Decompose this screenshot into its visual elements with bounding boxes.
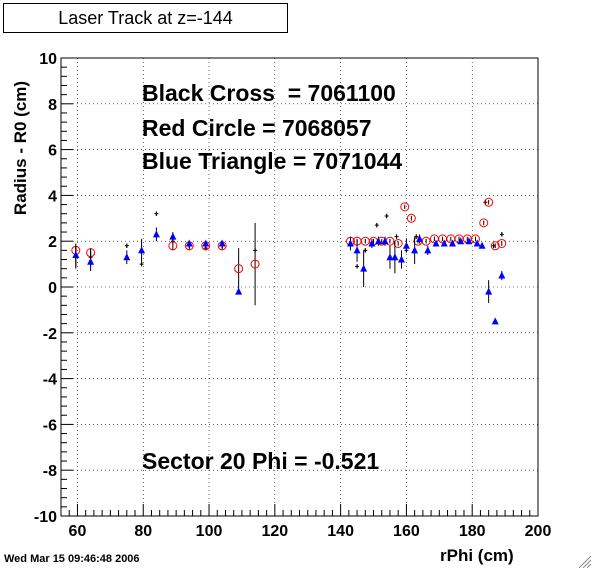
blue-triangle-point xyxy=(386,253,394,261)
y-tick-label: 6 xyxy=(48,143,57,160)
red-circle-point xyxy=(168,241,178,251)
blue-triangle-point xyxy=(152,230,160,238)
x-tick-label: 160 xyxy=(393,523,420,540)
blue-triangle-point xyxy=(465,237,473,245)
y-axis-label: Radius - R0 (cm) xyxy=(11,80,30,216)
chart-title: Laser Track at z=-144 xyxy=(58,7,233,28)
black-cross-point xyxy=(355,264,360,269)
blue-triangle-point xyxy=(235,287,243,295)
blue-triangle-point xyxy=(440,239,448,247)
chart-title-box: Laser Track at z=-144 xyxy=(3,3,288,33)
blue-triangle-point xyxy=(424,246,432,254)
blue-triangle-point xyxy=(381,237,389,245)
black-cross-point xyxy=(124,243,129,248)
y-tick-label: 0 xyxy=(48,280,57,297)
blue-triangle-point xyxy=(72,250,80,258)
x-tick-label: 200 xyxy=(525,523,552,540)
sector-phi-annotation: Sector 20 Phi = -0.521 xyxy=(142,448,380,474)
blue-triangle-point xyxy=(360,264,368,272)
blue-triangle-point xyxy=(397,255,405,263)
blue-triangle-point xyxy=(498,271,506,279)
red-circle-point xyxy=(406,213,416,223)
blue-triangle-point xyxy=(485,287,493,295)
blue-triangle-point xyxy=(185,239,193,247)
y-tick-label: 10 xyxy=(39,51,57,68)
y-tick-label: -2 xyxy=(43,326,57,343)
x-tick-label: 120 xyxy=(261,523,288,540)
blue-triangle-point xyxy=(448,239,456,247)
blue-triangle-point xyxy=(391,253,399,261)
blue-triangle-point xyxy=(353,246,361,254)
blue-triangle-point xyxy=(402,241,410,249)
blue-triangle-point xyxy=(473,239,481,247)
red-circle-point xyxy=(490,241,500,251)
red-circle-point xyxy=(479,218,489,228)
red-circle-point xyxy=(393,238,403,248)
black-cross-point xyxy=(483,200,488,205)
blue-triangle-point xyxy=(123,253,131,261)
blue-triangle-point xyxy=(202,239,210,247)
blue-triangle-annotation: Blue Triangle = 7071044 xyxy=(142,148,403,174)
blue-triangle-point xyxy=(346,239,354,247)
blue-triangle-point xyxy=(411,246,419,254)
x-tick-label: 80 xyxy=(134,523,152,540)
blue-triangle-point xyxy=(457,237,465,245)
y-tick-label: 8 xyxy=(48,97,57,114)
blue-triangle-point xyxy=(374,237,382,245)
blue-triangle-point xyxy=(87,257,95,265)
black-cross-point xyxy=(154,211,159,216)
black-cross-point xyxy=(394,234,399,239)
blue-triangle-point xyxy=(416,234,424,242)
resize-grip-icon[interactable] xyxy=(579,556,591,568)
x-tick-label: 140 xyxy=(327,523,354,540)
black-cross-point xyxy=(374,223,379,228)
y-tick-label: -6 xyxy=(43,417,57,434)
blue-triangle-point xyxy=(491,317,499,325)
red-circle-point xyxy=(234,264,244,274)
black-cross-point xyxy=(499,232,504,237)
x-tick-label: 180 xyxy=(459,523,486,540)
y-tick-label: 2 xyxy=(48,234,57,251)
y-tick-label: -4 xyxy=(43,372,57,389)
timestamp: Wed Mar 15 09:46:48 2006 xyxy=(4,553,140,565)
y-tick-label: 4 xyxy=(48,188,57,205)
black-cross-annotation: Black Cross = 7061100 xyxy=(142,80,396,106)
y-tick-label: -8 xyxy=(43,463,57,480)
x-tick-label: 100 xyxy=(196,523,223,540)
blue-triangle-point xyxy=(368,239,376,247)
red-circle-point xyxy=(250,259,260,269)
blue-triangle-point xyxy=(218,239,226,247)
x-axis-label: rPhi (cm) xyxy=(440,546,514,565)
x-tick-label: 60 xyxy=(69,523,87,540)
red-circle-point xyxy=(484,197,494,207)
red-circle-annotation: Red Circle = 7068057 xyxy=(142,115,372,141)
blue-triangle-point xyxy=(169,232,177,240)
red-circle-point xyxy=(400,202,410,212)
black-cross-point xyxy=(139,262,144,267)
blue-triangle-point xyxy=(478,241,486,249)
red-circle-point xyxy=(497,238,507,248)
black-cross-point xyxy=(384,214,389,219)
blue-triangle-point xyxy=(432,239,440,247)
y-tick-label: -10 xyxy=(34,509,57,526)
blue-triangle-point xyxy=(138,246,146,254)
